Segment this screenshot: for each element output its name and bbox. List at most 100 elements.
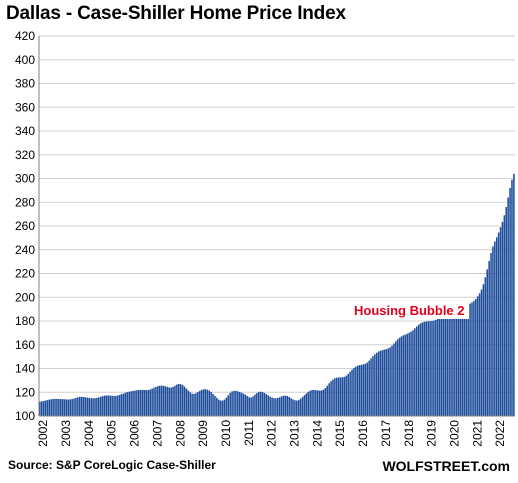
bar: [438, 317, 441, 416]
x-tick-label: 2003: [59, 420, 73, 447]
bar: [497, 232, 500, 416]
bar: [440, 316, 443, 416]
bar: [257, 392, 260, 416]
bar: [349, 371, 351, 416]
bar: [208, 390, 211, 416]
bar: [315, 390, 317, 416]
bar: [191, 393, 193, 416]
bar: [92, 398, 94, 416]
bar: [124, 392, 127, 416]
bar: [406, 333, 409, 416]
bar: [421, 322, 424, 416]
bar: [75, 397, 77, 416]
y-tick-label: 300: [15, 172, 35, 186]
annotation-label: Housing Bubble 2: [350, 302, 469, 319]
bar: [54, 398, 56, 416]
bar: [433, 320, 435, 416]
chart-title: Dallas - Case-Shiller Home Price Index: [6, 3, 346, 24]
bar: [217, 399, 220, 416]
bar: [261, 392, 264, 416]
bar: [316, 390, 319, 416]
y-tick-label: 400: [15, 53, 35, 67]
y-tick-label: 360: [15, 100, 35, 114]
bar: [299, 398, 302, 416]
bar: [337, 377, 340, 416]
bar: [61, 399, 64, 416]
bar: [454, 312, 456, 416]
bar: [336, 377, 338, 416]
bar: [355, 366, 357, 416]
bar: [494, 241, 496, 416]
x-tick-label: 2002: [36, 420, 50, 447]
y-tick-label: 180: [15, 314, 35, 328]
bar: [442, 315, 445, 416]
bar: [153, 387, 155, 416]
bar: [347, 373, 350, 416]
x-tick-label: 2016: [356, 420, 370, 447]
bar: [177, 383, 180, 416]
bar: [84, 397, 87, 416]
bar: [58, 399, 60, 416]
bar: [210, 392, 212, 416]
bar: [425, 321, 428, 416]
bar: [160, 385, 163, 416]
bar: [139, 389, 142, 417]
bar: [90, 398, 92, 416]
x-tick-label: 2009: [196, 420, 210, 447]
bar: [132, 390, 134, 416]
y-tick-label: 280: [15, 195, 35, 209]
bar: [320, 390, 323, 416]
bar: [444, 314, 447, 416]
bar: [377, 351, 380, 416]
bar: [219, 400, 222, 416]
x-tick-label: 2006: [128, 420, 142, 447]
bar: [473, 300, 475, 416]
bar: [99, 396, 102, 416]
bar: [431, 320, 433, 416]
bar: [200, 389, 203, 417]
bar: [427, 321, 429, 416]
bar: [290, 398, 292, 416]
bar: [358, 365, 361, 416]
bar: [263, 392, 266, 416]
bar: [404, 334, 407, 416]
bar: [476, 296, 479, 416]
bar: [204, 389, 207, 416]
bar: [240, 392, 243, 416]
bar: [435, 319, 437, 416]
bar: [412, 330, 414, 416]
bar: [345, 375, 348, 417]
bar: [488, 261, 490, 416]
bar: [183, 386, 186, 416]
bar: [297, 400, 300, 416]
bar: [225, 397, 228, 416]
bar: [505, 207, 508, 416]
bar: [288, 397, 290, 416]
bar: [78, 396, 81, 416]
bar: [98, 397, 100, 416]
brand-label: WOLFSTREET.com: [382, 458, 510, 474]
x-tick-label: 2022: [493, 420, 507, 447]
bar: [501, 221, 504, 416]
bar: [376, 352, 378, 416]
bar: [400, 336, 403, 416]
x-tick-label: 2010: [219, 420, 233, 447]
bar: [492, 246, 494, 416]
source-note: Source: S&P CoreLogic Case-Shiller: [8, 458, 216, 472]
y-tick-label: 140: [15, 362, 35, 376]
bar: [134, 390, 136, 416]
x-tick-label: 2008: [173, 420, 187, 447]
y-tick-label: 260: [15, 219, 35, 233]
bar: [136, 390, 138, 416]
bar: [193, 393, 195, 416]
bar: [482, 284, 485, 416]
bar: [149, 389, 151, 416]
bar: [59, 399, 62, 416]
y-tick-labels: 100 120 140 160 180 200 220 240 260 280 300 320 340 3…: [15, 29, 35, 423]
bar: [417, 324, 420, 416]
bar: [238, 392, 241, 416]
bar: [362, 364, 365, 416]
bar: [305, 393, 308, 416]
x-tick-label: 2015: [333, 420, 347, 447]
